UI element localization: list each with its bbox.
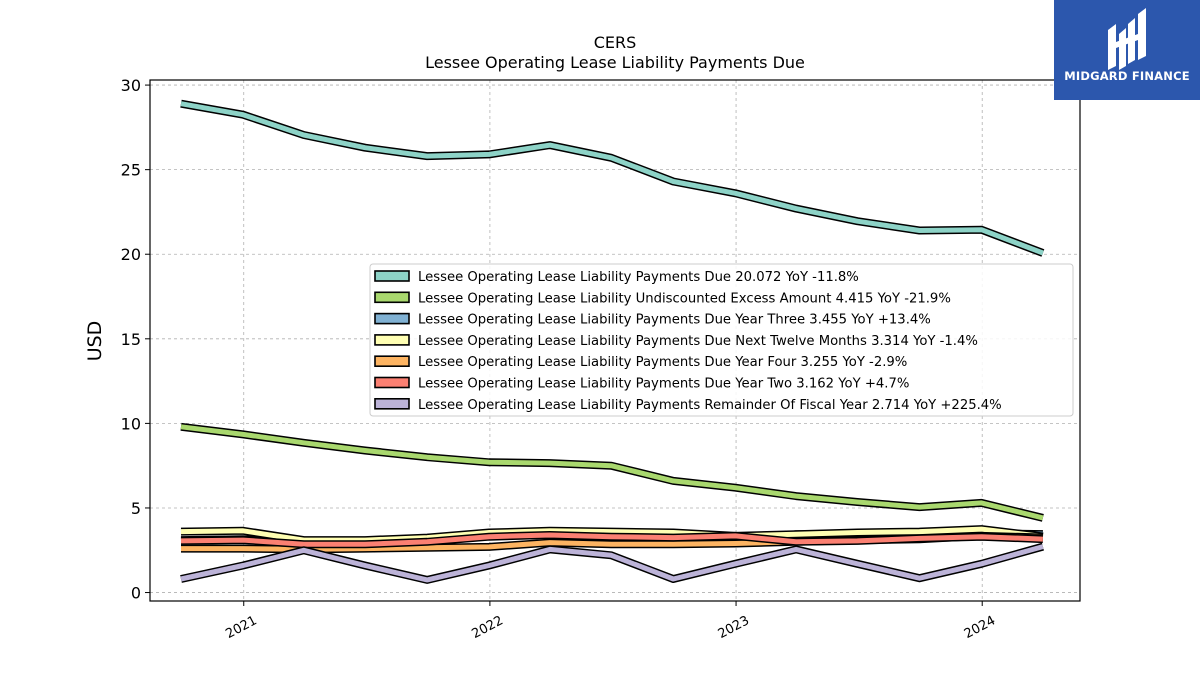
legend-entry: Lessee Operating Lease Liability Payment… [418,355,907,370]
legend-swatch [374,376,410,389]
chart-subtitle: Lessee Operating Lease Liability Payment… [425,53,805,72]
y-tick-label: 5 [131,499,141,518]
y-tick-label: 30 [121,76,141,95]
y-tick-label: 25 [121,161,141,180]
legend-entry: Lessee Operating Lease Liability Payment… [418,398,1002,413]
series-line-4 [180,525,1044,545]
series-line-fill [180,101,1044,256]
series-lines [180,99,1045,584]
legend-swatch [374,312,410,325]
y-tick-label: 15 [121,330,141,349]
y-tick-label: 10 [121,414,141,433]
legend-box [369,263,1074,417]
legend-swatch [374,397,410,410]
x-tick-label: 2021 [223,613,259,642]
series-line-6 [180,531,1044,549]
y-axis-label: USD [84,321,106,362]
legend-entry: Lessee Operating Lease Liability Payment… [418,377,909,392]
y-axis-ticks: 0 5 10 15 20 25 30 [121,76,150,603]
legend-swatch [374,334,410,346]
legend-entry: Lessee Operating Lease Liability Payment… [418,313,931,328]
legend-swatch [374,355,410,368]
chart-title: CERS [594,33,637,52]
logo-text: MIDGARD FINANCE [1064,69,1190,83]
legend-swatch [374,270,410,282]
series-line-2 [180,422,1044,522]
series-line-7 [180,542,1044,584]
plot-frame [149,79,1081,602]
series-line-1 [180,99,1045,257]
x-axis-ticks: 2021 2022 2023 2024 [223,601,998,642]
legend-entry: Lessee Operating Lease Liability Payment… [418,334,978,349]
logo-mark-icon [1108,8,1146,70]
y-tick-label: 0 [131,584,141,603]
y-tick-label: 20 [121,245,141,264]
midgard-finance-logo: MIDGARD FINANCE [1054,0,1200,100]
x-tick-label: 2024 [962,613,998,642]
x-tick-label: 2023 [716,613,752,642]
x-tick-label: 2022 [470,613,506,642]
legend-entry: Lessee Operating Lease Liability Undisco… [418,291,951,306]
legend-entry: Lessee Operating Lease Liability Payment… [418,270,859,285]
legend: Lessee Operating Lease Liability Payment… [369,263,1074,417]
legend-swatch [374,291,410,304]
